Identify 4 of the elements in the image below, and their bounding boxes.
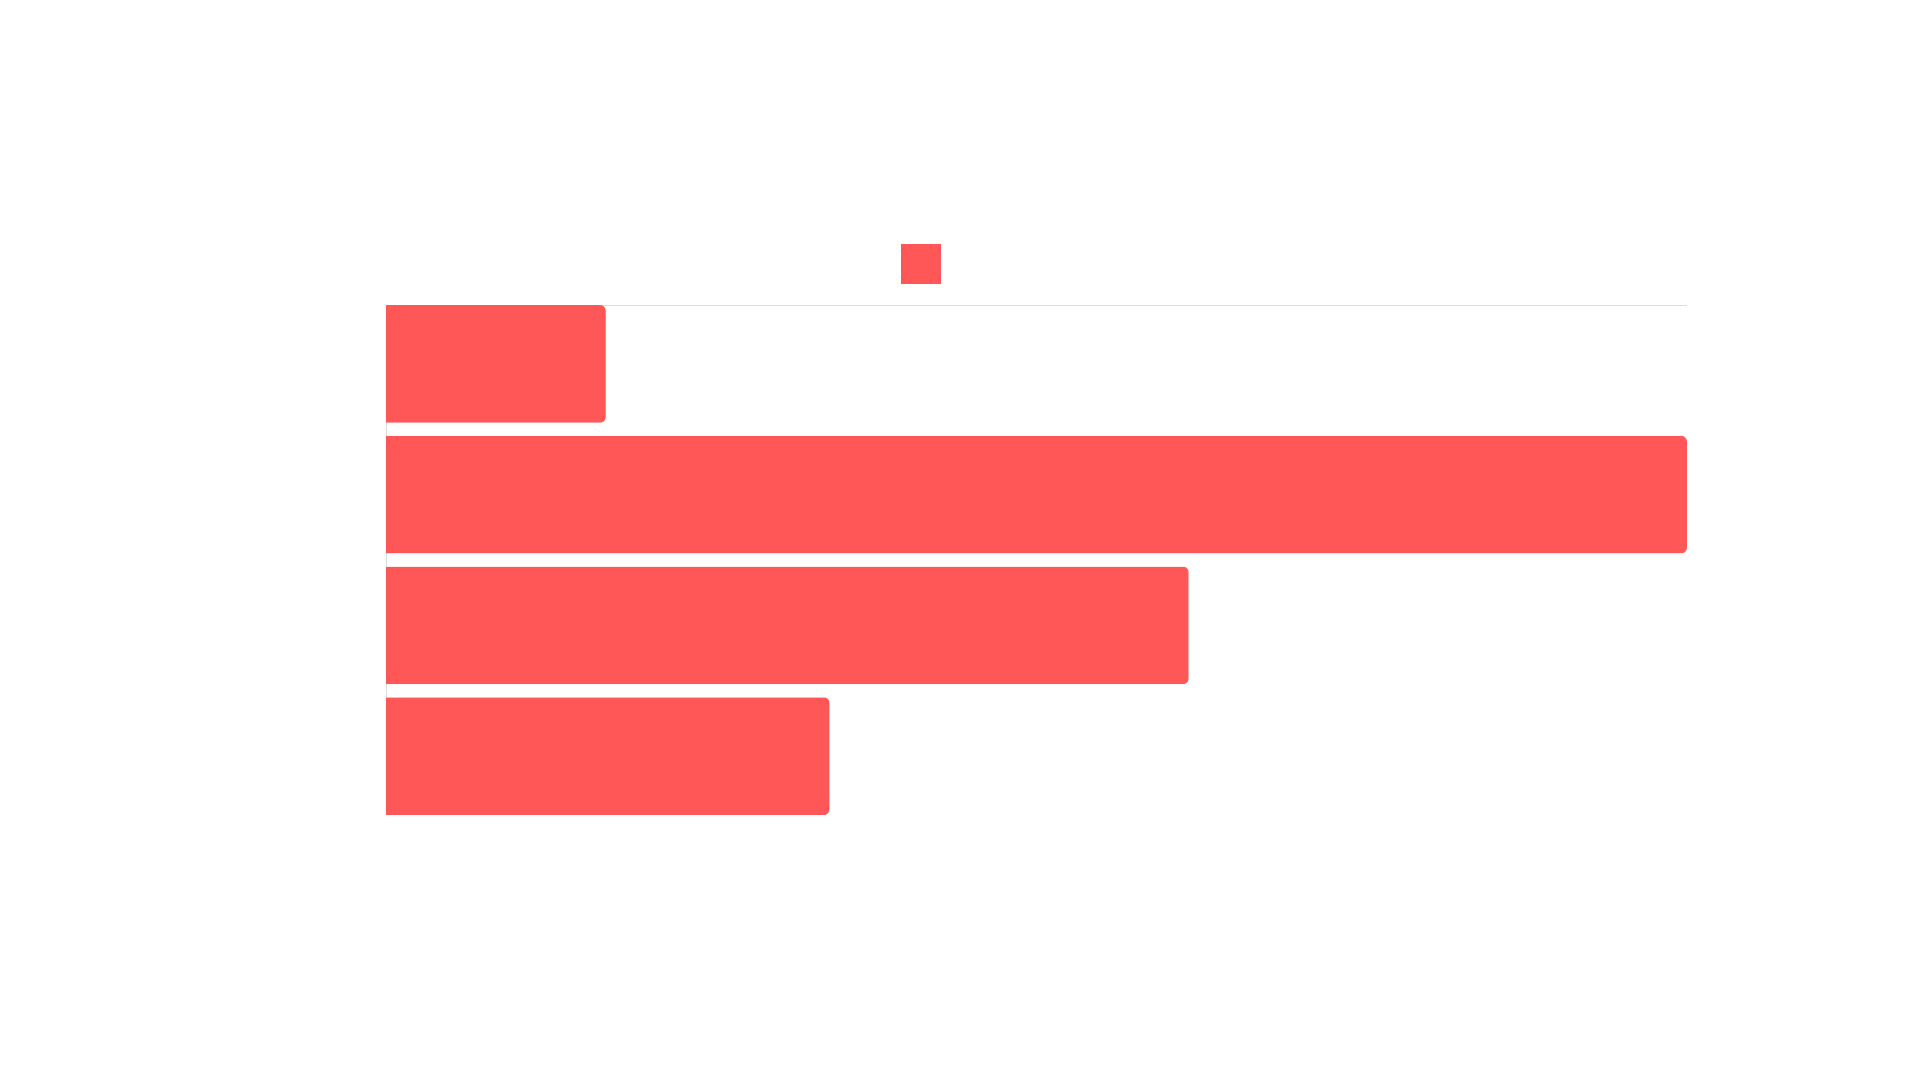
bar: [386, 305, 606, 423]
bar: [386, 435, 1687, 554]
bar: [386, 697, 830, 815]
bar: [386, 566, 1189, 685]
